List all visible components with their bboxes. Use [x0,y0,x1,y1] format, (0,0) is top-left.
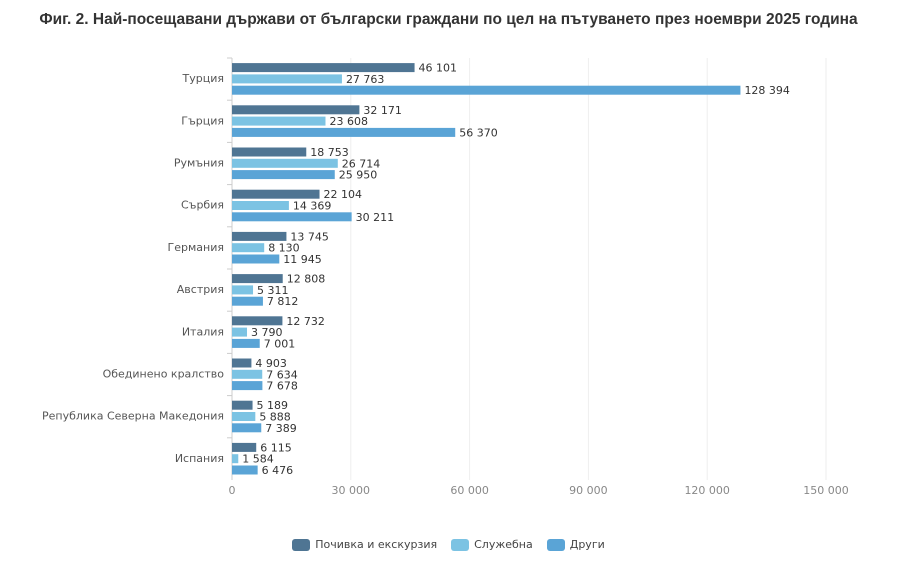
chart-title: Фиг. 2. Най-посещавани държави от българ… [39,11,858,28]
bar [232,74,342,84]
bar [232,212,352,222]
bar [232,454,239,464]
category-label: Австрия [177,283,224,296]
bar [232,296,263,306]
category-label: Турция [182,72,224,85]
legend: Почивка и екскурзия Служебна Други [0,538,897,551]
data-label: 8 130 [268,242,300,255]
bar [232,116,326,126]
bar [232,147,307,157]
bar [232,369,263,379]
data-label: 26 714 [342,157,381,170]
data-label: 18 753 [310,146,349,159]
bar [232,465,258,475]
bar [232,170,335,180]
category-label: Република Северна Македония [42,410,224,423]
data-label: 5 311 [257,284,289,297]
data-label: 6 115 [260,441,292,454]
data-label: 30 211 [356,211,395,224]
data-label: 12 808 [287,273,326,286]
bar [232,327,248,337]
data-label: 6 476 [262,464,294,477]
bar [232,243,265,253]
category-label: Румъния [174,157,224,170]
legend-item[interactable]: Служебна [451,538,533,551]
bar-chart: 0 30 000 60 000 90 000 120 000 150 000 Турция 4… [42,57,849,497]
bar [232,158,338,168]
bar [232,400,253,410]
category-label: Германия [168,241,224,254]
data-label: 5 888 [259,411,291,424]
data-label: 3 790 [251,326,283,339]
bar [232,358,252,368]
bar [232,285,254,295]
bar [232,127,456,137]
data-label: 12 732 [286,315,325,328]
bar [232,274,283,284]
bar [232,381,263,391]
data-label: 7 001 [264,337,296,350]
data-label: 27 763 [346,73,385,86]
legend-swatch [451,538,470,551]
bar [232,63,415,73]
bar [232,316,283,326]
data-label: 56 370 [459,126,498,139]
bar [232,189,320,199]
category-label: Гърция [181,114,224,127]
data-label: 7 812 [267,295,299,308]
x-tick-label: 120 000 [684,484,730,497]
x-tick-label: 60 000 [450,484,489,497]
bar [232,105,360,115]
data-label: 25 950 [339,169,378,182]
data-label: 46 101 [419,62,458,75]
bar [232,412,256,421]
x-tick-label: 30 000 [332,484,371,497]
data-label: 11 945 [283,253,322,266]
x-tick-label: 150 000 [803,484,849,497]
data-label: 14 369 [293,200,332,213]
legend-swatch [292,538,311,551]
data-label: 7 678 [266,380,298,393]
x-tick-label: 90 000 [569,484,608,497]
legend-item[interactable]: Почивка и екскурзия [292,538,437,551]
data-label: 32 171 [363,104,402,117]
category-label: Италия [182,325,224,338]
bar [232,423,262,433]
data-label: 22 104 [324,188,363,201]
legend-swatch [546,538,565,551]
data-label: 7 634 [266,368,298,381]
category-label: Обединено кралство [103,368,225,381]
legend-item[interactable]: Други [546,538,605,551]
bar [232,254,280,264]
legend-label: Други [569,538,605,551]
data-label: 7 389 [265,422,297,435]
data-label: 4 903 [255,357,287,370]
category-label: Сърбия [181,199,224,212]
bar [232,85,741,95]
legend-label: Служебна [474,538,533,551]
bar [232,231,287,241]
data-label: 23 608 [329,115,368,128]
bar [232,338,260,348]
data-label: 13 745 [290,230,329,243]
data-label: 128 394 [744,84,790,97]
bar [232,201,289,210]
category-label: Испания [175,452,224,465]
data-label: 1 584 [242,453,274,466]
legend-label: Почивка и екскурзия [315,538,438,551]
data-label: 5 189 [257,399,289,412]
bar [232,442,257,452]
x-tick-label: 0 [229,484,236,497]
